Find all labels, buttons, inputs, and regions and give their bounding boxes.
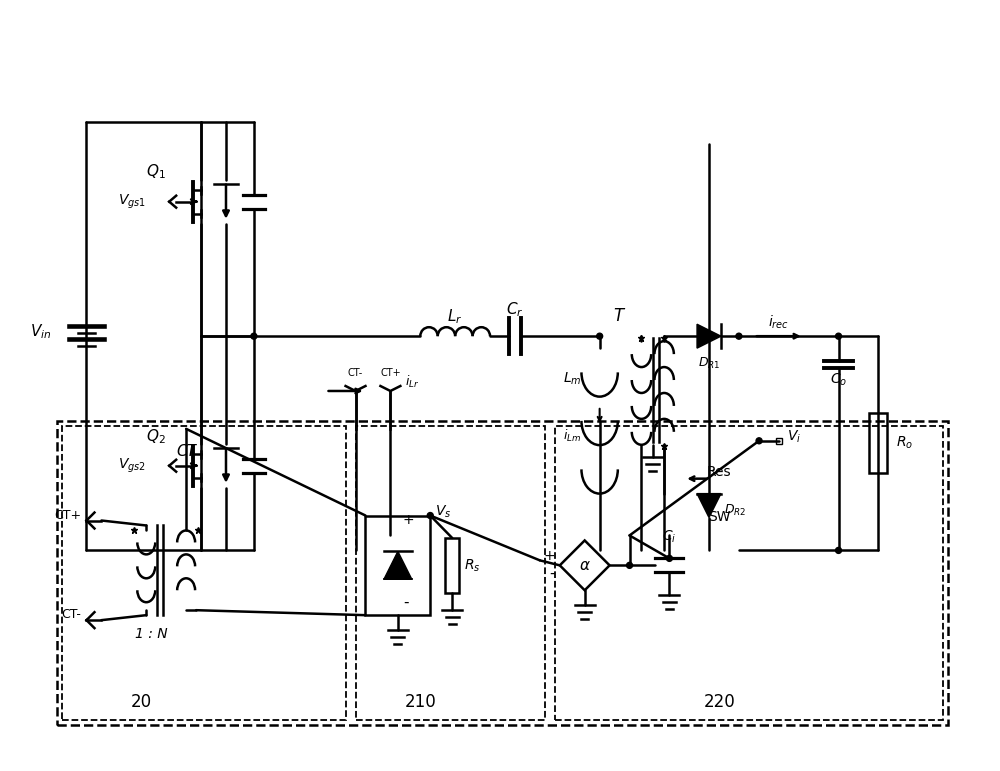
Bar — [445, 538, 459, 593]
Text: $V_{gs1}$: $V_{gs1}$ — [118, 193, 146, 210]
Text: CT: CT — [176, 444, 196, 459]
Text: $L_r$: $L_r$ — [447, 307, 463, 326]
Text: -: - — [549, 565, 555, 581]
Text: $V_i$: $V_i$ — [787, 429, 801, 445]
Text: $Q_1$: $Q_1$ — [146, 163, 166, 181]
Circle shape — [251, 333, 257, 339]
Text: $Q_2$: $Q_2$ — [146, 427, 166, 446]
Text: 20: 20 — [131, 693, 152, 711]
Text: $R_s$: $R_s$ — [464, 557, 481, 574]
Text: $V_{gs2}$: $V_{gs2}$ — [118, 456, 146, 475]
Circle shape — [597, 333, 603, 339]
Text: $i_{Lm}$: $i_{Lm}$ — [563, 428, 582, 444]
Text: $R_o$: $R_o$ — [896, 435, 913, 452]
Text: -: - — [403, 595, 408, 610]
Circle shape — [736, 333, 742, 339]
Text: +: + — [403, 513, 414, 527]
Bar — [869, 413, 887, 473]
Text: $\alpha$: $\alpha$ — [579, 558, 591, 573]
Text: $V_s$: $V_s$ — [435, 503, 452, 520]
Text: 210: 210 — [404, 693, 436, 711]
Text: $L_m$: $L_m$ — [563, 370, 582, 387]
Circle shape — [836, 333, 842, 339]
Bar — [365, 516, 430, 615]
Text: CT+: CT+ — [380, 368, 401, 378]
Circle shape — [666, 555, 672, 561]
Text: CT-: CT- — [348, 368, 363, 378]
Text: 1 : N: 1 : N — [135, 627, 168, 641]
Text: CT-: CT- — [62, 608, 82, 621]
Text: 220: 220 — [703, 693, 735, 711]
Text: $T$: $T$ — [613, 307, 626, 325]
Text: $C_r$: $C_r$ — [506, 300, 524, 319]
Circle shape — [427, 513, 433, 519]
Text: $C_i$: $C_i$ — [662, 528, 677, 545]
Circle shape — [836, 547, 842, 554]
Polygon shape — [697, 493, 721, 517]
Text: $D_{R1}$: $D_{R1}$ — [698, 356, 720, 371]
Text: $i_{Lr}$: $i_{Lr}$ — [405, 374, 420, 390]
Text: $i_{rec}$: $i_{rec}$ — [768, 313, 789, 331]
Polygon shape — [384, 551, 412, 579]
Text: SW: SW — [708, 510, 730, 524]
Text: CT+: CT+ — [54, 509, 82, 521]
Text: +: + — [543, 550, 555, 564]
Text: Res: Res — [707, 465, 732, 479]
Text: $C_o$: $C_o$ — [830, 372, 847, 389]
Polygon shape — [697, 325, 721, 348]
Text: $V_{in}$: $V_{in}$ — [30, 322, 52, 341]
Text: $D_{R2}$: $D_{R2}$ — [724, 503, 746, 518]
Circle shape — [627, 562, 633, 568]
Circle shape — [756, 438, 762, 444]
